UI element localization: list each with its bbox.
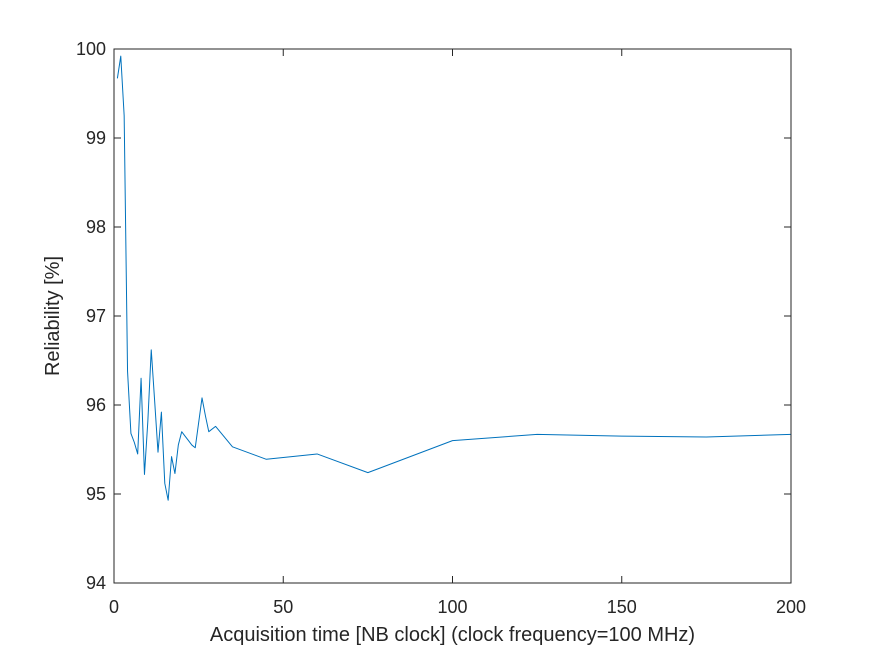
series-layer [116,55,792,501]
y-tick-label: 99 [86,128,106,148]
x-tick-label: 0 [109,597,119,617]
y-tick-label: 95 [86,484,106,504]
y-axis-label: Reliability [%] [42,256,64,376]
y-tick-label: 100 [76,39,106,59]
series-line [116,55,792,501]
x-tick-label: 150 [607,597,637,617]
plot-area-frame [113,48,792,584]
x-tick-label: 100 [437,597,467,617]
y-tick-label: 97 [86,306,106,326]
x-tick-label: 50 [273,597,293,617]
x-axis-label: Acquisition time [NB clock] (clock frequ… [210,624,695,646]
plot-area-background [114,49,791,583]
y-tick-label: 98 [86,217,106,237]
x-tick-label: 200 [776,597,806,617]
y-tick-label: 94 [86,573,106,593]
y-tick-label: 96 [86,395,106,415]
